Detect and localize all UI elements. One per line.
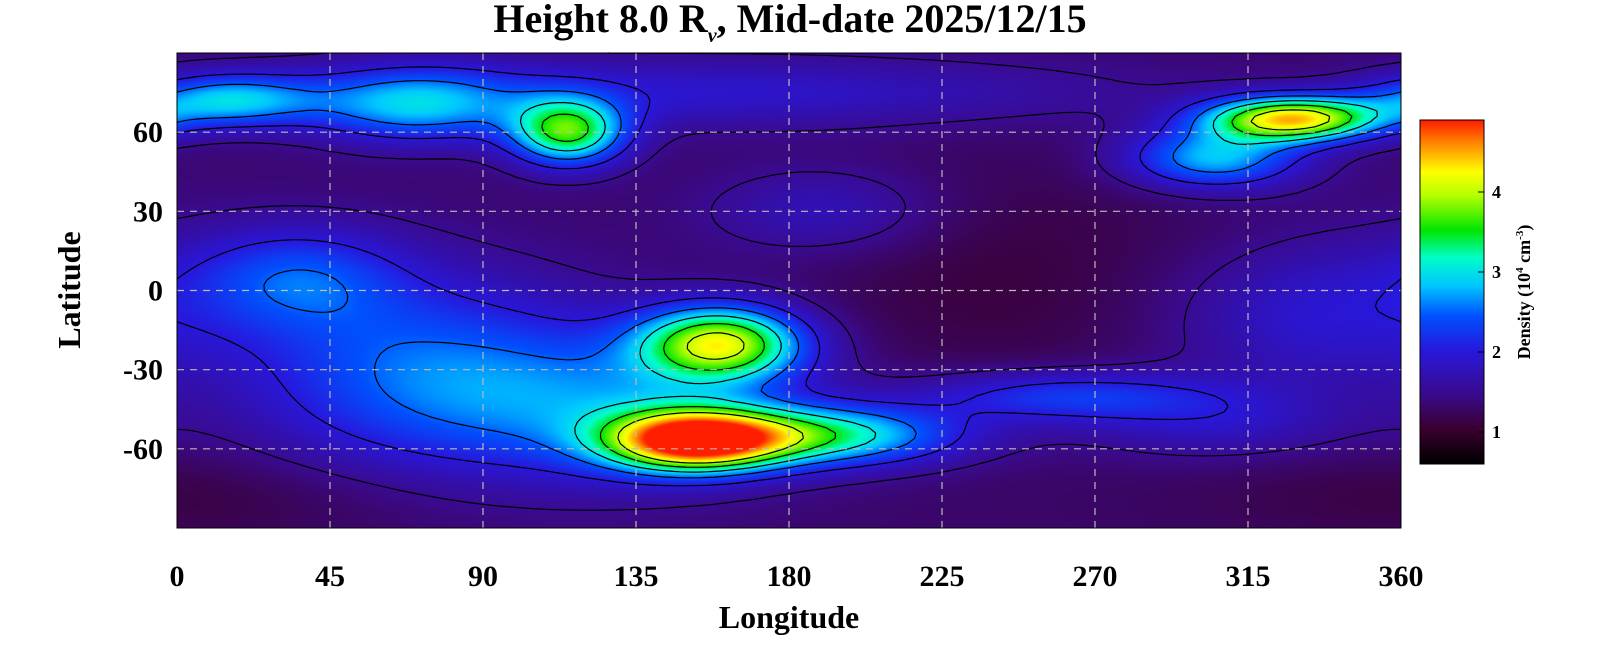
colorbar-tick-label: 4 (1492, 182, 1501, 202)
x-tick-label: 0 (170, 560, 185, 593)
y-tick-label: 0 (148, 275, 163, 308)
plot-frame (176, 52, 1402, 529)
x-tick-label: 270 (1073, 560, 1118, 593)
x-tick-label: 315 (1226, 560, 1271, 593)
x-tick-label: 45 (315, 560, 345, 593)
y-axis-ticks: 60 30 0 -30 -60 (123, 116, 163, 466)
colorbar-tick-label: 2 (1492, 342, 1501, 362)
colorbar: 1 2 3 4 Density (104 cm-3) (1419, 119, 1535, 465)
x-axis-label: Longitude (719, 599, 859, 635)
contour-level (176, 80, 1402, 479)
colorbar-tick-label: 1 (1492, 422, 1501, 442)
contour-level (617, 109, 1331, 464)
colorbar-gradient (1420, 120, 1484, 464)
colorbar-label: Density (104 cm-3) (1514, 225, 1535, 360)
y-tick-label: -60 (123, 433, 163, 466)
grid-lines (177, 53, 1401, 528)
chart-title: Height 8.0 Rν, Mid-date 2025/12/15 (493, 0, 1086, 47)
x-tick-label: 135 (614, 560, 659, 593)
x-axis-ticks: 0 45 90 135 180 225 270 315 360 (170, 560, 1424, 593)
x-tick-label: 360 (1379, 560, 1424, 593)
y-axis-label: Latitude (51, 231, 87, 348)
x-tick-label: 90 (468, 560, 498, 593)
plot-area (176, 52, 1402, 529)
contour-level (519, 100, 1378, 473)
x-tick-label: 225 (920, 560, 965, 593)
y-tick-label: 60 (133, 116, 163, 149)
x-tick-label: 180 (767, 560, 812, 593)
colorbar-ticks: 1 2 3 4 (1478, 182, 1501, 442)
y-tick-label: -30 (123, 354, 163, 387)
y-tick-label: 30 (133, 195, 163, 228)
colorbar-frame (1419, 119, 1485, 465)
colorbar-tick-label: 3 (1492, 262, 1501, 282)
